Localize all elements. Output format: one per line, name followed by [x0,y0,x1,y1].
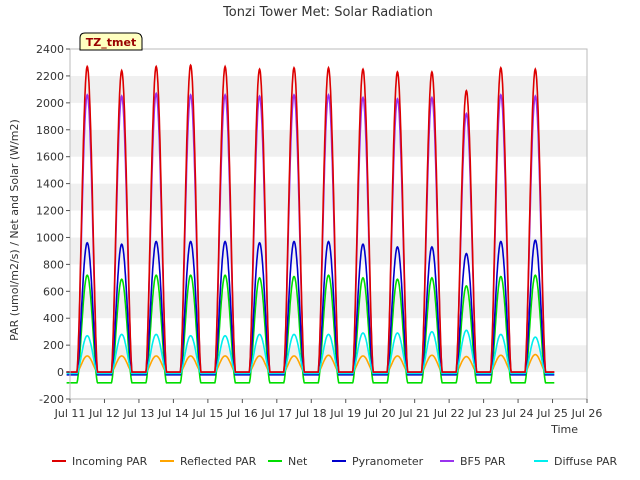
y-tick-label: 2000 [36,97,64,110]
x-tick-label: Jul 24 [502,407,534,420]
grid-band [70,49,587,76]
grid-band [70,210,587,238]
y-tick-label: 2200 [36,70,64,83]
x-tick-label: Jul 16 [226,407,258,420]
x-axis-label: Time [550,423,578,436]
x-tick-label: Jul 11 [54,407,86,420]
series-line-pyranometer [66,239,555,376]
grid-band [70,129,587,157]
series-line-incoming-par [66,63,555,373]
x-tick-label: Jul 13 [123,407,155,420]
x-axis: Jul 11 Jul 12 Jul 13 Jul 14 Jul 15 Jul 16 Jul … [54,399,603,420]
y-tick-label: 800 [43,258,64,271]
x-tick-label: Jul 19 [329,407,361,420]
y-tick-label: 1400 [36,178,64,191]
x-tick-label: Jul 22 [433,407,465,420]
y-tick-label: 1000 [36,231,64,244]
grid-band [70,183,587,211]
chart-title: Tonzi Tower Met: Solar Radiation [222,5,433,20]
plot-frame [69,48,588,400]
y-tick-label: -200 [39,393,64,406]
legend-label: BF5 PAR [460,455,506,468]
x-tick-label: Jul 14 [157,407,189,420]
y-tick-label: 1600 [36,151,64,164]
x-tick-label: Jul 20 [364,407,396,420]
site-label-badge: TZ_tmet [79,32,143,51]
grid-band [70,345,587,373]
y-tick-label: 400 [43,312,64,325]
legend-label: Diffuse PAR [554,455,618,468]
series-line-diffuse-par [66,329,555,375]
grid-band [70,291,587,319]
y-axis: -200 0 200 400 600 800 1000 1200 1400 1600 1800 200… [36,43,70,406]
grid-band [70,264,587,292]
grid-band [70,156,587,184]
x-tick-label: Jul 17 [260,407,292,420]
x-tick-label: Jul 26 [571,407,603,420]
legend-label: Net [288,455,308,468]
grid-band [70,102,587,130]
x-tick-label: Jul 18 [295,407,327,420]
y-tick-label: 1800 [36,124,64,137]
y-tick-label: 200 [43,339,64,352]
y-tick-label: 1200 [36,205,64,218]
legend-label: Pyranometer [352,455,424,468]
x-tick-label: Jul 12 [88,407,120,420]
y-tick-label: 0 [57,366,64,379]
x-tick-label: Jul 23 [467,407,499,420]
series-lines [66,63,555,384]
grid-band [70,372,587,399]
grid-band [70,75,587,103]
site-label-text: TZ_tmet [86,36,136,49]
x-tick-label: Jul 21 [398,407,430,420]
grid-band [70,318,587,346]
x-tick-label: Jul 25 [536,407,568,420]
legend-label: Incoming PAR [72,455,148,468]
y-tick-label: 600 [43,285,64,298]
y-tick-label: 2400 [36,43,64,56]
legend: Incoming PAR Reflected PAR Net Pyranometer B… [52,455,618,468]
legend-label: Reflected PAR [180,455,257,468]
x-tick-label: Jul 15 [191,407,223,420]
y-axis-label: PAR (umol/m2/s) / Net and Solar (W/m2) [8,119,21,341]
